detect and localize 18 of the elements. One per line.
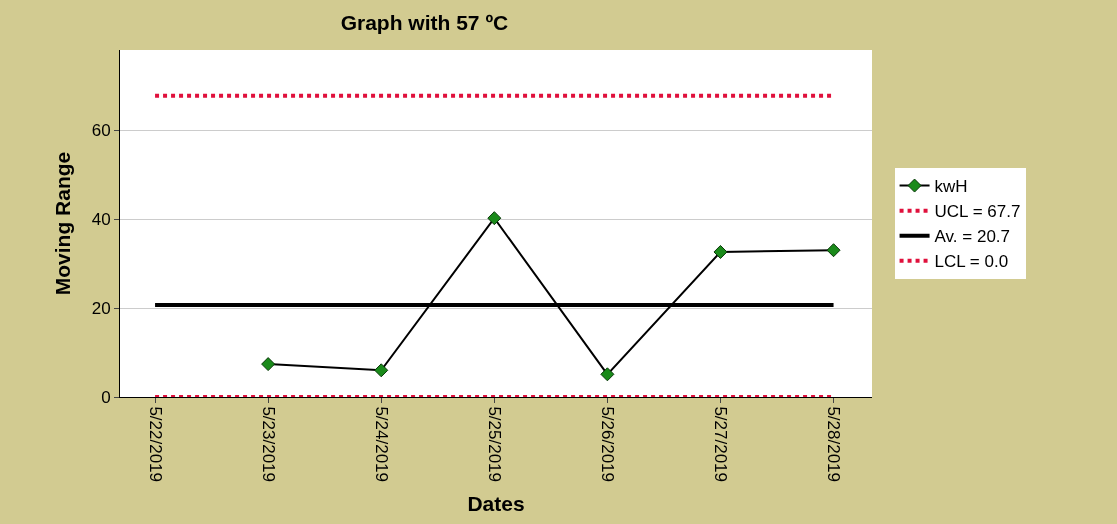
x-tick-label: 5/23/2019 xyxy=(258,406,278,483)
legend-label: Av. = 20.7 xyxy=(934,227,1011,247)
x-tick-label: 5/26/2019 xyxy=(597,406,617,483)
x-tick-label: 5/28/2019 xyxy=(824,406,844,483)
legend-label: kwH xyxy=(934,177,968,197)
x-axis-title: Dates xyxy=(467,492,525,516)
y-axis-title: Moving Range xyxy=(50,151,74,296)
chart-title: Graph with 57 ºC xyxy=(340,11,509,35)
y-tick-label: 20 xyxy=(91,298,111,318)
legend-label: LCL = 0.0 xyxy=(934,252,1009,272)
legend-label: UCL = 67.7 xyxy=(934,202,1021,222)
y-tick-label: 0 xyxy=(101,387,111,407)
y-tick-label: 60 xyxy=(91,121,111,141)
x-tick-label: 5/27/2019 xyxy=(710,406,730,483)
x-tick-label: 5/22/2019 xyxy=(145,406,165,483)
x-tick-label: 5/25/2019 xyxy=(484,406,504,483)
x-tick-label: 5/24/2019 xyxy=(371,406,391,483)
y-tick-label: 40 xyxy=(91,210,111,229)
